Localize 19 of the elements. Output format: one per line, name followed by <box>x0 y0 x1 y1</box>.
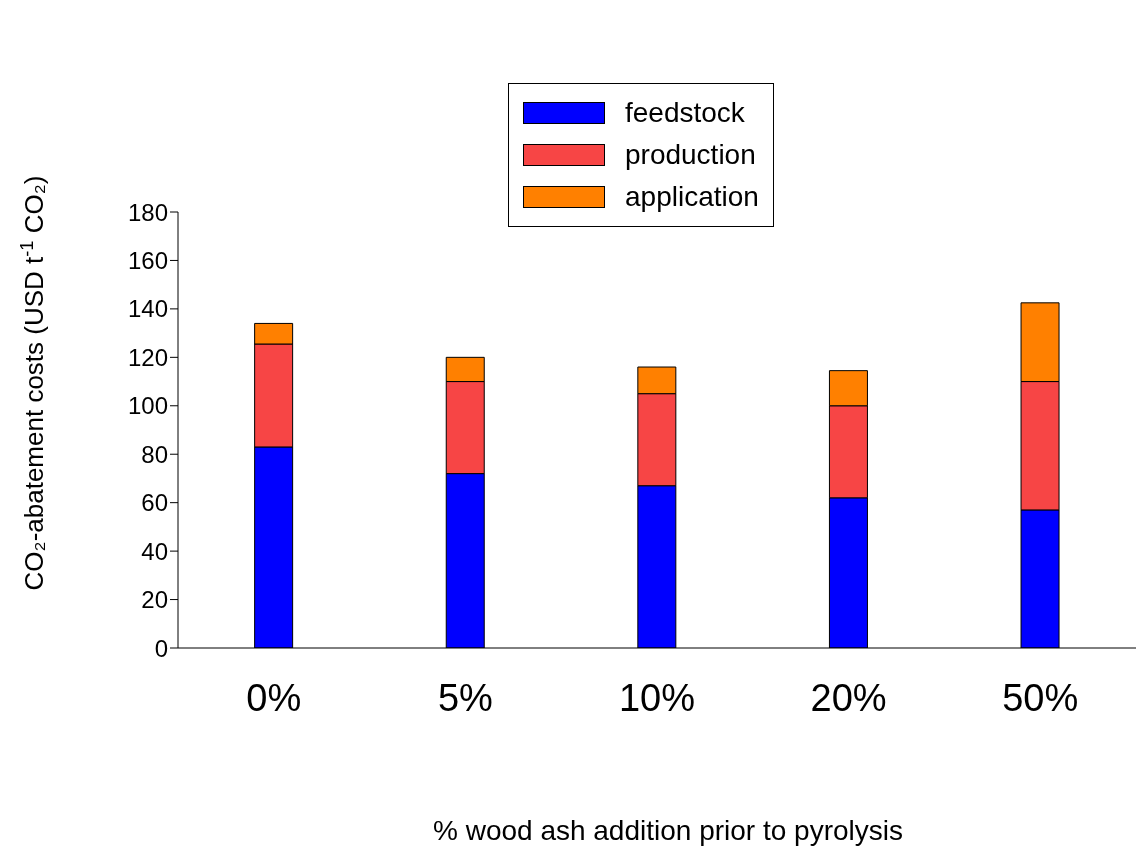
x-tick-label: 0% <box>246 676 302 719</box>
y-tick-label: 0 <box>154 634 168 662</box>
y-tick-label: 20 <box>141 586 168 614</box>
y-tick-label: 160 <box>127 246 168 274</box>
x-tick-label: 10% <box>618 676 696 719</box>
y-tick-label: 180 <box>127 198 168 226</box>
legend-label: application <box>625 181 759 213</box>
y-tick-label: 100 <box>127 392 168 420</box>
x-tick-label: 20% <box>810 676 887 719</box>
y-tick-label: 80 <box>141 440 168 468</box>
x-tick-label: 50% <box>1002 676 1079 719</box>
y-tick-label: 60 <box>141 489 168 517</box>
legend-label: production <box>625 139 756 171</box>
y-tick-label: 40 <box>141 537 168 565</box>
x-axis-title: % wood ash addition prior to pyrolysis <box>432 815 904 846</box>
y-tick-label: 140 <box>127 295 168 323</box>
legend-label: feedstock <box>625 97 745 129</box>
x-tick-label: 5% <box>437 676 493 719</box>
y-tick-label: 120 <box>127 343 168 371</box>
